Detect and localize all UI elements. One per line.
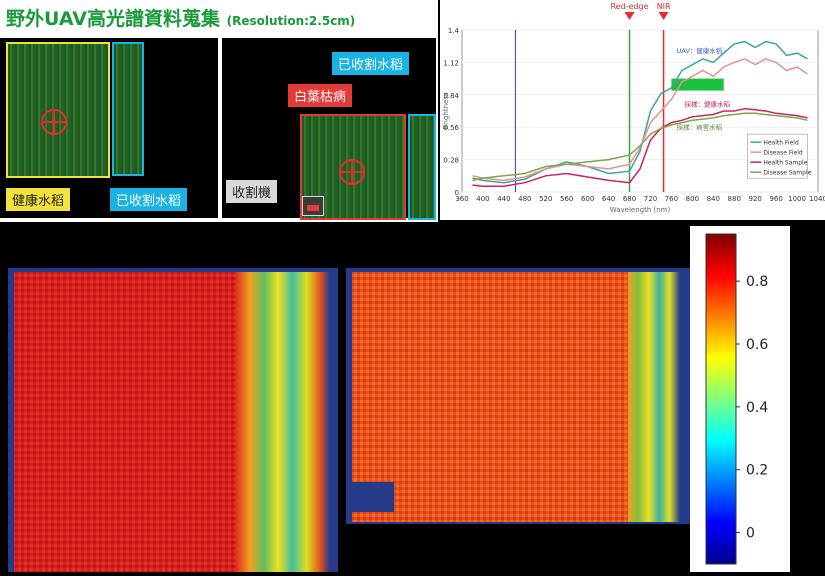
right-map-disease-area [352, 272, 628, 522]
x-tick-label: 520 [539, 195, 552, 203]
x-tick-label: 600 [581, 195, 594, 203]
y-axis-label: Brightness [442, 92, 450, 130]
x-tick-label: 920 [748, 195, 761, 203]
uav-collection-panel: 野外UAV高光譜資料蒐集 (Resolution:2.5cm) 健康水稻 已收割… [0, 0, 438, 222]
highlight-box [671, 78, 724, 91]
harvested-rice-strip-2 [408, 114, 436, 220]
label-healthy-rice: 健康水稻 [6, 188, 71, 211]
series-line [472, 112, 808, 182]
legend-label: Health Field [763, 140, 799, 147]
x-tick-label: 800 [686, 195, 699, 203]
x-tick-label: 840 [707, 195, 720, 203]
label-harvested-rice-1: 已收割水稻 [110, 188, 188, 211]
y-tick-label: 1.4 [448, 27, 460, 35]
colorbar-tick-label: 0.6 [746, 337, 768, 353]
marker-label: Red-edge [610, 2, 648, 11]
spectrum-chart-svg: 0 0.28 0.56 0.84 1.12 1.4 360 400 440 480 520 560 60… [442, 2, 825, 214]
colorbar-tick-label: 0.8 [746, 274, 768, 290]
annotation: 採樣：健康水稻 [685, 99, 731, 108]
x-axis-label: Wavelength (nm) [610, 206, 671, 214]
right-map-harvested-strips [628, 272, 680, 522]
y-tick-label: 1.12 [443, 59, 459, 67]
x-tick-label: 640 [602, 195, 615, 203]
x-tick-label: 760 [665, 195, 678, 203]
colorbar-gradient [705, 233, 737, 565]
y-tick-label: 0.84 [443, 92, 459, 100]
colorbar-tick-label: 0 [746, 526, 755, 542]
label-white-leaf-blight: 白葉枯病 [288, 84, 353, 107]
harvested-rice-strip-1 [112, 42, 144, 176]
x-tick-label: 360 [455, 195, 468, 203]
x-tick-label: 960 [769, 195, 782, 203]
x-tick-label: 480 [518, 195, 531, 203]
target-marker-icon [339, 159, 365, 185]
x-tick-label: 880 [728, 195, 741, 203]
x-tick-label: 1040 [809, 195, 825, 203]
colorbar: 0.8 0.6 0.4 0.2 0 [690, 226, 790, 572]
legend-label: Disease Sample [763, 170, 811, 177]
colorbar-tick-label: 0.4 [746, 400, 768, 416]
x-tick-label: 440 [497, 195, 510, 203]
y-tick-label: 0 [455, 189, 459, 197]
x-tick-label: 680 [623, 195, 636, 203]
title-resolution: (Resolution:2.5cm) [226, 14, 356, 28]
target-marker-icon [41, 109, 67, 135]
y-tick-label: 0.28 [443, 157, 459, 165]
colorbar-tick-label: 0.2 [746, 463, 768, 479]
panel-title: 野外UAV高光譜資料蒐集 (Resolution:2.5cm) [6, 4, 355, 31]
legend-label: Health Sample [763, 160, 807, 167]
healthy-rice-field [6, 42, 110, 178]
series-line [472, 107, 808, 187]
y-tick-label: 0.56 [443, 124, 459, 132]
colorbar-svg: 0.8 0.6 0.4 0.2 0 [705, 233, 768, 565]
legend-label: Disease Field [763, 150, 803, 157]
harvester-icon [302, 196, 324, 216]
x-tick-label: 400 [476, 195, 489, 203]
left-map-harvested-strips [236, 272, 330, 572]
marker-label: NIR [657, 2, 671, 11]
left-map-healthy-area [14, 272, 236, 572]
spectrum-chart: 0 0.28 0.56 0.84 1.12 1.4 360 400 440 480 520 560 60… [440, 0, 825, 220]
x-tick-label: 720 [644, 195, 657, 203]
marker-arrow-icon [658, 12, 669, 20]
annotation: UAV：健康水稻 [677, 46, 723, 55]
label-harvested-rice-2: 已收割水稻 [332, 52, 410, 75]
x-tick-label: 560 [560, 195, 573, 203]
ndvi-heatmaps [8, 268, 690, 572]
ndvi-maps-panel [0, 226, 825, 572]
series-line [472, 58, 808, 182]
title-main: 野外UAV高光譜資料蒐集 [6, 8, 220, 30]
label-harvester: 收割機 [226, 180, 278, 203]
x-tick-label: 1000 [788, 195, 806, 203]
right-map-harvester-gap [348, 482, 394, 512]
marker-arrow-icon [624, 12, 635, 20]
annotation: 採樣：病害水稻 [677, 123, 723, 132]
